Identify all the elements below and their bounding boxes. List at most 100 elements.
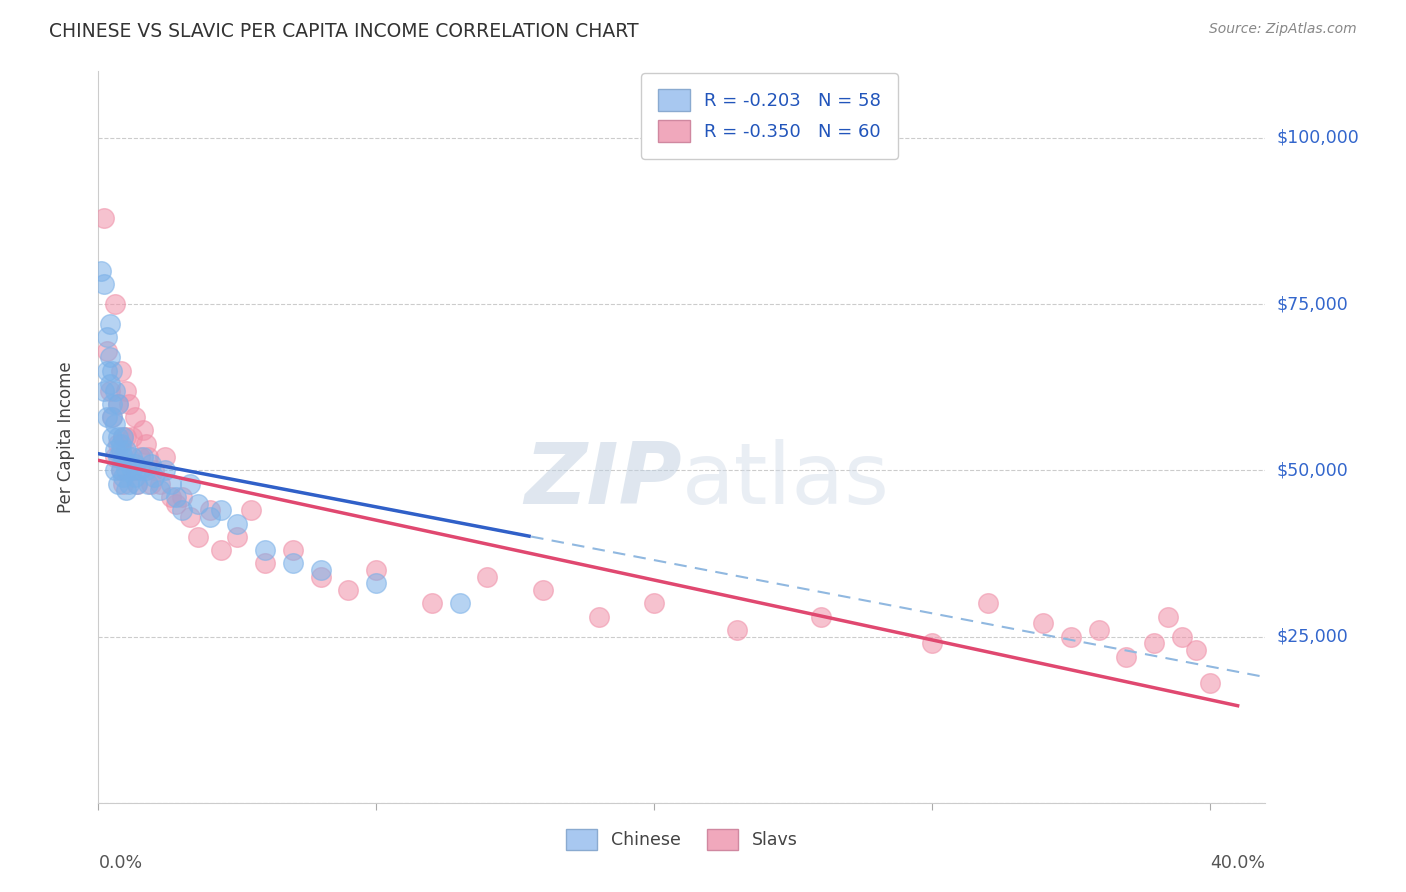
- Text: Source: ZipAtlas.com: Source: ZipAtlas.com: [1209, 22, 1357, 37]
- Point: [112, 450, 135, 464]
- Point: [110, 443, 132, 458]
- Text: $50,000: $50,000: [1277, 461, 1348, 479]
- Point: [1157, 609, 1180, 624]
- Point: [309, 563, 332, 577]
- Point: [921, 636, 943, 650]
- Point: [165, 490, 187, 504]
- Point: [104, 297, 127, 311]
- Point: [110, 463, 132, 477]
- Point: [107, 397, 129, 411]
- Point: [107, 450, 129, 464]
- Point: [124, 457, 146, 471]
- Point: [124, 470, 146, 484]
- Point: [254, 557, 277, 571]
- Y-axis label: Per Capita Income: Per Capita Income: [56, 361, 75, 513]
- Point: [112, 470, 135, 484]
- Point: [810, 609, 832, 624]
- Point: [366, 576, 388, 591]
- Point: [96, 330, 118, 344]
- Point: [101, 430, 124, 444]
- Point: [107, 430, 129, 444]
- Point: [1171, 630, 1194, 644]
- Point: [124, 463, 146, 477]
- Point: [1060, 630, 1083, 644]
- Point: [226, 530, 249, 544]
- Point: [1185, 643, 1208, 657]
- Point: [115, 483, 138, 498]
- Point: [531, 582, 554, 597]
- Point: [179, 509, 201, 524]
- Point: [643, 596, 665, 610]
- Text: ZIP: ZIP: [524, 440, 682, 523]
- Point: [96, 343, 118, 358]
- Point: [101, 397, 124, 411]
- Point: [93, 211, 115, 225]
- Point: [104, 450, 127, 464]
- Point: [187, 497, 209, 511]
- Point: [110, 436, 132, 450]
- Point: [240, 503, 263, 517]
- Point: [254, 543, 277, 558]
- Point: [98, 317, 121, 331]
- Point: [107, 436, 129, 450]
- Point: [90, 264, 112, 278]
- Point: [170, 503, 193, 517]
- Text: 40.0%: 40.0%: [1211, 854, 1265, 872]
- Point: [96, 363, 118, 377]
- Point: [153, 450, 176, 464]
- Point: [107, 476, 129, 491]
- Point: [170, 490, 193, 504]
- Point: [477, 570, 499, 584]
- Point: [121, 463, 143, 477]
- Point: [127, 476, 149, 491]
- Text: 0.0%: 0.0%: [98, 854, 142, 872]
- Point: [115, 384, 138, 398]
- Point: [143, 463, 166, 477]
- Point: [112, 476, 135, 491]
- Point: [104, 463, 127, 477]
- Point: [1115, 649, 1137, 664]
- Point: [129, 463, 152, 477]
- Point: [104, 417, 127, 431]
- Point: [1032, 616, 1054, 631]
- Point: [93, 277, 115, 292]
- Point: [129, 450, 152, 464]
- Point: [118, 476, 141, 491]
- Point: [138, 476, 160, 491]
- Point: [366, 563, 388, 577]
- Point: [198, 503, 221, 517]
- Text: CHINESE VS SLAVIC PER CAPITA INCOME CORRELATION CHART: CHINESE VS SLAVIC PER CAPITA INCOME CORR…: [49, 22, 638, 41]
- Point: [309, 570, 332, 584]
- Point: [148, 476, 170, 491]
- Point: [121, 450, 143, 464]
- Point: [159, 490, 181, 504]
- Point: [209, 543, 232, 558]
- Text: $100,000: $100,000: [1277, 128, 1360, 147]
- Point: [727, 623, 749, 637]
- Point: [112, 430, 135, 444]
- Point: [179, 476, 201, 491]
- Point: [141, 457, 163, 471]
- Point: [281, 543, 304, 558]
- Point: [159, 476, 181, 491]
- Point: [118, 457, 141, 471]
- Point: [104, 443, 127, 458]
- Point: [153, 463, 176, 477]
- Point: [198, 509, 221, 524]
- Point: [1198, 676, 1220, 690]
- Point: [132, 450, 155, 464]
- Point: [115, 430, 138, 444]
- Point: [101, 410, 124, 425]
- Legend: Chinese, Slavs: Chinese, Slavs: [553, 814, 811, 863]
- Point: [143, 470, 166, 484]
- Point: [1087, 623, 1109, 637]
- Point: [132, 424, 155, 438]
- Point: [124, 410, 146, 425]
- Point: [93, 384, 115, 398]
- Point: [118, 450, 141, 464]
- Point: [209, 503, 232, 517]
- Point: [127, 476, 149, 491]
- Point: [281, 557, 304, 571]
- Point: [98, 351, 121, 365]
- Point: [101, 363, 124, 377]
